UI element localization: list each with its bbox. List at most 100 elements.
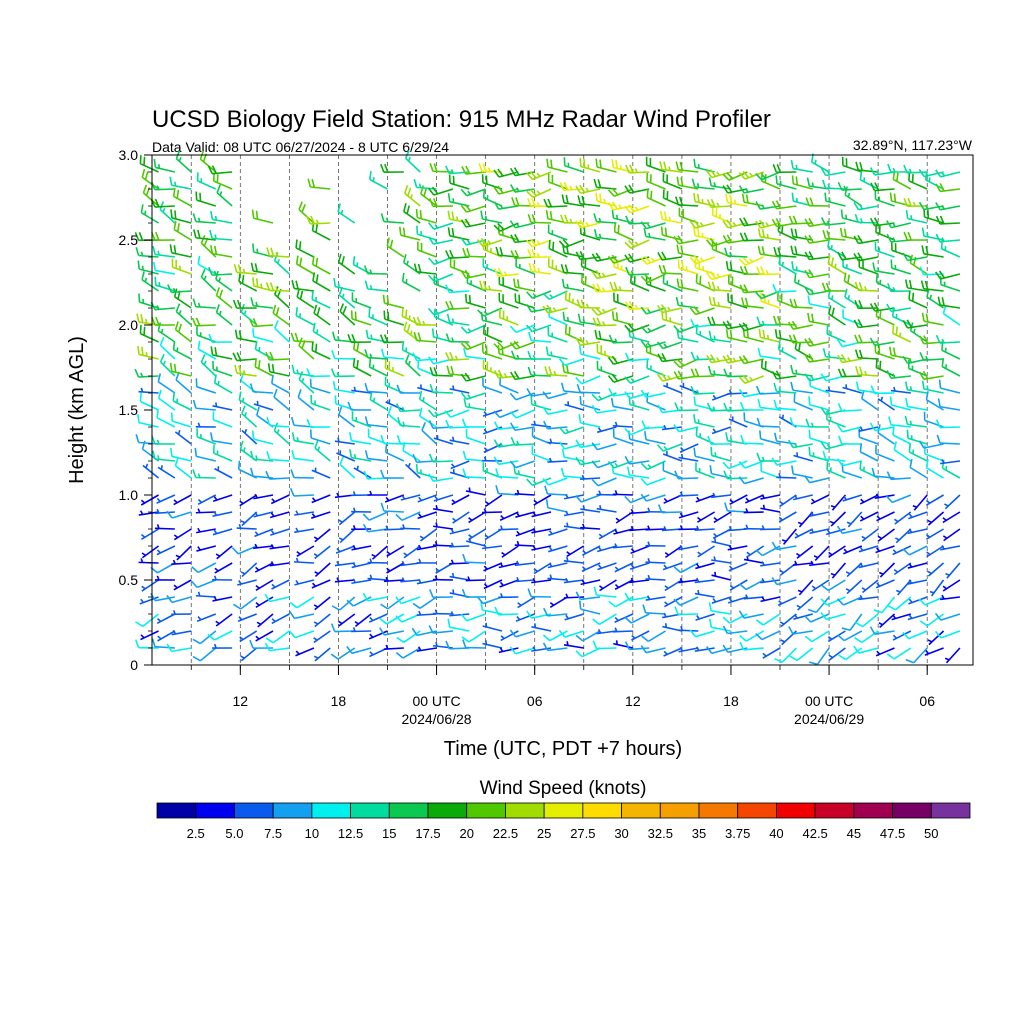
wind-barb — [757, 399, 781, 411]
wind-barb — [173, 579, 192, 591]
wind-barb — [891, 613, 912, 621]
wind-barb — [166, 594, 192, 604]
wind-barb — [314, 439, 331, 462]
wind-barb — [790, 159, 813, 173]
wind-barb — [708, 330, 732, 343]
wind-barb — [154, 276, 176, 292]
wind-barb — [432, 541, 453, 547]
wind-barb — [338, 511, 356, 526]
wind-barb — [787, 439, 813, 449]
x-axis: 12 18 00 UTC 2024/06/28 06 12 18 00 UTC 2024/06/… — [190, 665, 935, 727]
wind-barb — [386, 237, 405, 258]
wind-barb — [196, 545, 216, 552]
wind-barb — [500, 630, 519, 642]
wind-barb — [859, 443, 879, 462]
wind-barb — [531, 646, 552, 652]
wind-barb — [630, 545, 650, 555]
wind-barb — [156, 613, 176, 625]
wind-barb — [237, 613, 257, 623]
wind-barb — [190, 579, 217, 589]
wind-barb — [711, 596, 732, 604]
wind-barb — [139, 392, 159, 411]
wind-barb — [232, 299, 257, 309]
wind-barb — [563, 556, 584, 564]
wind-barb — [693, 396, 715, 411]
wind-barb — [396, 434, 421, 445]
wind-barb — [291, 432, 315, 445]
wind-barb — [137, 414, 159, 428]
wind-barb — [678, 453, 699, 462]
wind-barb — [821, 217, 846, 226]
wind-barb — [607, 187, 634, 197]
wind-barb — [313, 304, 331, 326]
wind-barb — [755, 545, 781, 557]
wind-barb — [840, 209, 862, 224]
wind-barb — [248, 318, 274, 328]
wind-barb — [141, 168, 160, 190]
wind-barb — [209, 432, 233, 445]
wind-barb — [921, 227, 944, 241]
wind-barb — [876, 511, 895, 522]
colorbar-label: 20 — [459, 826, 473, 841]
wind-barb — [609, 281, 633, 292]
wind-barb — [809, 377, 830, 394]
wind-barb — [805, 197, 830, 207]
wind-barb — [214, 466, 233, 479]
wind-barb — [478, 163, 503, 173]
wind-barb — [793, 273, 814, 292]
wind-barb — [156, 494, 176, 504]
wind-barb — [760, 494, 781, 500]
colorbar-swatch — [156, 802, 197, 819]
wind-barb — [252, 328, 274, 343]
colorbar-swatch — [892, 802, 932, 819]
wind-barb — [543, 198, 568, 208]
wind-barb — [854, 334, 879, 344]
wind-barb — [563, 157, 585, 173]
wind-barb — [379, 334, 404, 344]
wind-barb — [509, 460, 535, 469]
wind-barb — [870, 182, 895, 192]
wind-barb — [271, 613, 290, 625]
wind-barb — [460, 372, 486, 382]
wind-barb — [336, 450, 356, 462]
wind-barb — [509, 392, 535, 401]
wind-barb — [295, 307, 315, 326]
wind-barb — [591, 442, 617, 451]
wind-barb — [577, 313, 601, 326]
wind-barb — [711, 538, 732, 547]
wind-barb — [416, 558, 437, 564]
wind-barb — [449, 385, 470, 394]
wind-barb — [610, 397, 633, 411]
wind-barb — [722, 460, 748, 470]
wind-barb — [837, 630, 863, 642]
wind-barb — [192, 630, 217, 645]
wind-barb — [676, 329, 699, 343]
wind-barb — [875, 647, 895, 657]
wind-barb — [157, 322, 176, 343]
wind-barb — [166, 643, 192, 653]
wind-barb — [662, 189, 683, 207]
wind-barb — [250, 450, 274, 462]
colorbar-label: 25 — [537, 826, 551, 841]
wind-barb — [693, 193, 715, 207]
colorbar-label: 27.5 — [570, 826, 595, 841]
wind-barb — [579, 395, 601, 411]
wind-barb — [662, 172, 683, 190]
wind-barb — [690, 368, 715, 378]
colorbar-swatch — [234, 802, 274, 819]
wind-barb — [150, 592, 176, 602]
wind-barb — [364, 382, 388, 394]
wind-barb — [828, 305, 846, 326]
wind-barb — [433, 308, 454, 326]
colorbar-swatch — [621, 802, 661, 819]
wind-barb — [269, 561, 290, 567]
wind-barb — [404, 354, 421, 377]
wind-barb — [498, 525, 519, 531]
wind-barb — [645, 595, 666, 601]
wind-barb — [141, 545, 160, 559]
wind-barb — [724, 247, 748, 258]
wind-barb — [927, 562, 945, 577]
wind-barb — [693, 447, 715, 462]
colorbar-swatch — [272, 802, 313, 819]
wind-barb — [927, 630, 945, 646]
